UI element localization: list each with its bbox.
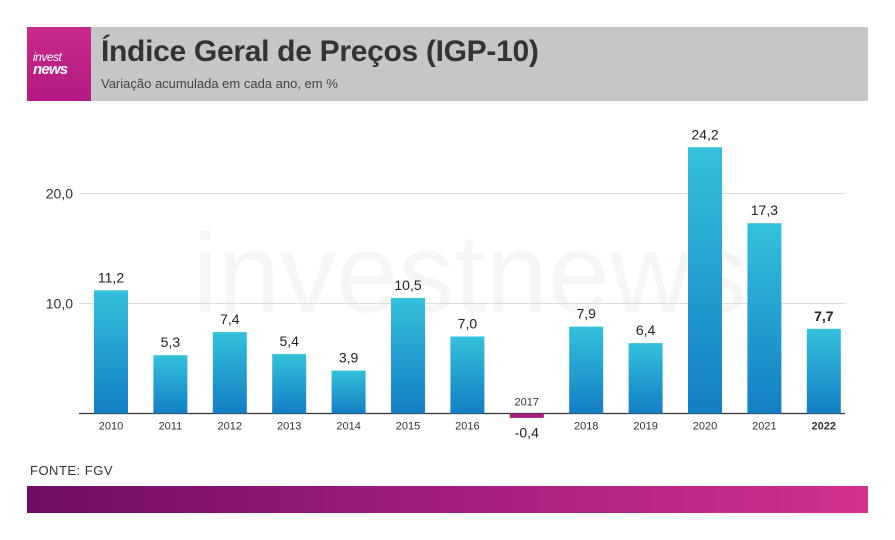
bar-2020: [688, 147, 722, 414]
bar-2017: [509, 413, 544, 418]
y-tick-label: 10,0: [46, 296, 73, 312]
data-label: 6,4: [636, 322, 656, 338]
bar-2012: [212, 332, 247, 414]
data-label: 24,2: [691, 126, 718, 142]
x-tick-label: 2021: [752, 421, 776, 433]
bar-2011: [153, 355, 188, 414]
data-label: 7,0: [458, 316, 478, 332]
bar-2010: [94, 290, 128, 414]
x-tick-label: 2016: [455, 421, 479, 433]
data-label: 7,7: [814, 308, 834, 324]
header: invest news Índice Geral de Preços (IGP-…: [27, 27, 868, 101]
x-tick-label: 2018: [574, 421, 598, 433]
bar-2018: [569, 326, 604, 414]
x-tick-label: 2020: [693, 421, 717, 433]
x-tick-label: 2013: [277, 421, 301, 433]
data-label: 10,5: [394, 277, 421, 293]
data-label: 17,3: [751, 202, 778, 218]
source-note: FONTE: FGV: [30, 463, 113, 478]
bar-2016: [450, 336, 485, 414]
data-label: 5,4: [279, 333, 299, 349]
watermark: investnews: [193, 211, 747, 336]
bar-2022: [806, 328, 841, 414]
investnews-logo: invest news: [27, 27, 91, 101]
x-tick-label: 2011: [159, 421, 183, 433]
x-tick-label: 2012: [218, 421, 242, 433]
bar-2019: [628, 343, 663, 414]
x-tick-label: 2022: [812, 421, 836, 433]
bar-2014: [331, 370, 366, 414]
x-tick-label: 2010: [99, 421, 123, 433]
data-label: 5,3: [161, 334, 181, 350]
chart-subtitle: Variação acumulada em cada ano, em %: [101, 76, 338, 91]
chart-title: Índice Geral de Preços (IGP-10): [101, 35, 539, 68]
data-label: 7,4: [220, 311, 240, 327]
x-tick-label: 2015: [396, 421, 420, 433]
logo-text-top: invest: [33, 50, 62, 64]
data-label: 7,9: [576, 306, 596, 322]
brand-footer-bar: [27, 486, 868, 513]
logo-text-bottom: news: [33, 61, 68, 78]
bar-2013: [272, 354, 307, 414]
x-tick-label: 2017: [515, 397, 539, 409]
x-tick-label: 2014: [336, 421, 360, 433]
bar-2021: [747, 223, 782, 414]
x-tick-label: 2019: [633, 421, 657, 433]
data-label: -0,4: [515, 425, 539, 441]
data-label: 3,9: [339, 350, 359, 366]
y-tick-label: 20,0: [46, 186, 73, 202]
bar-2015: [391, 298, 425, 414]
data-label: 11,2: [98, 269, 124, 285]
